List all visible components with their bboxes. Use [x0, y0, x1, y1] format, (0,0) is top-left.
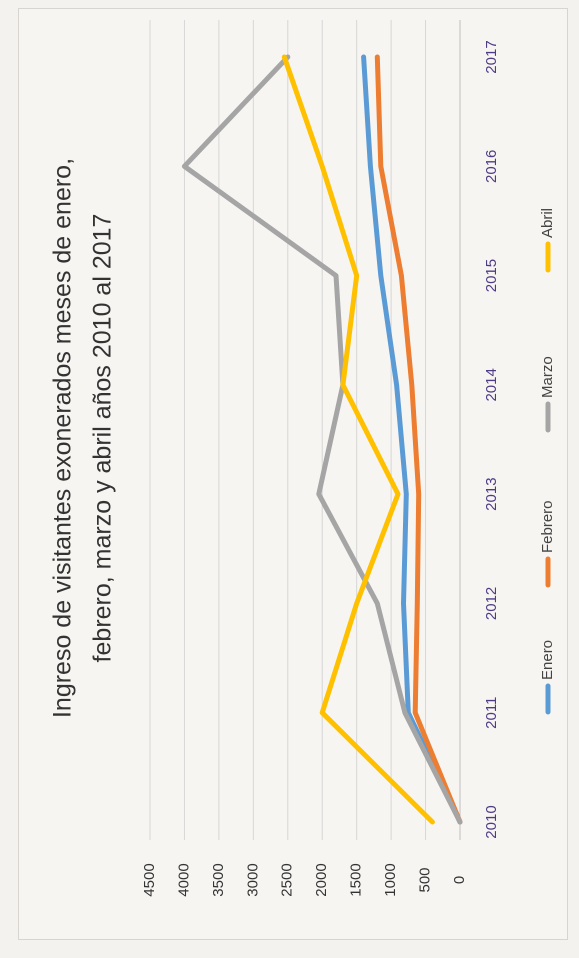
- data-point-febrero-2017: [375, 54, 380, 60]
- y-tick-label-2500: 2500: [279, 863, 296, 896]
- x-axis-ticks: 2010 2011 2012 2013 2014 2015 2016 2017: [483, 40, 500, 838]
- legend: Enero Febrero Marzo Abril: [539, 208, 556, 715]
- chart-frame: [18, 8, 568, 940]
- y-tick-label-1000: 1000: [382, 863, 399, 896]
- x-tick-label-2015: 2015: [483, 259, 500, 292]
- y-tick-label-4000: 4000: [175, 863, 192, 896]
- series-lines: [181, 54, 463, 825]
- data-point-febrero-2014: [409, 382, 414, 388]
- data-point-abril-2016: [320, 164, 325, 169]
- data-point-enero-2013: [404, 491, 409, 497]
- y-tick-label-1500: 1500: [348, 863, 365, 896]
- data-point-enero-2016: [368, 164, 373, 169]
- chart-title-line-1: Ingreso de visitantes exonerados meses d…: [49, 158, 77, 718]
- data-point-enero-2014: [394, 382, 399, 388]
- chart-title-line-2: febrero, marzo y abril años 2010 al 2017: [89, 214, 117, 663]
- data-point-enero-2017: [361, 54, 366, 60]
- gridlines: [149, 20, 461, 840]
- data-point-febrero-2016: [378, 164, 383, 169]
- data-point-marzo-2012: [375, 601, 380, 606]
- x-tick-label-2016: 2016: [483, 150, 500, 183]
- legend-label-febrero: Febrero: [539, 500, 556, 553]
- y-tick-label-3500: 3500: [210, 863, 227, 896]
- data-point-marzo-2016: [182, 164, 187, 169]
- legend-label-marzo: Marzo: [539, 356, 556, 398]
- x-tick-label-2011: 2011: [483, 697, 500, 729]
- x-tick-label-2017: 2017: [483, 40, 500, 73]
- data-point-marzo-2015: [333, 273, 339, 278]
- data-point-febrero-2012: [415, 601, 420, 606]
- y-tick-label-2000: 2000: [313, 863, 330, 896]
- y-tick-label-3000: 3000: [244, 863, 261, 896]
- x-tick-label-2010: 2010: [483, 805, 500, 838]
- y-axis-ticks: 0 500 1000 1500 2000 2500 3000 3500 4000 4500: [141, 863, 468, 896]
- data-point-enero-2012: [401, 601, 406, 606]
- data-point-marzo-2011: [402, 710, 408, 715]
- data-point-marzo-2010: [457, 819, 463, 825]
- x-tick-label-2013: 2013: [483, 477, 500, 510]
- data-point-abril-2012: [354, 601, 359, 606]
- legend-label-abril: Abril: [539, 208, 556, 238]
- data-point-abril-2010: [430, 819, 435, 825]
- x-tick-label-2014: 2014: [483, 368, 500, 401]
- data-point-marzo-2013: [316, 491, 321, 497]
- series-line-marzo: [181, 54, 463, 825]
- data-point-abril-2017: [282, 54, 287, 60]
- series-line-abril: [281, 54, 435, 825]
- series-line-enero: [361, 54, 463, 825]
- data-point-abril-2011: [320, 710, 325, 715]
- data-point-febrero-2013: [416, 491, 421, 497]
- data-point-abril-2014: [340, 382, 346, 388]
- y-tick-label-0: 0: [451, 876, 468, 884]
- data-point-abril-2013: [395, 491, 401, 497]
- legend-label-enero: Enero: [539, 640, 556, 680]
- data-point-febrero-2015: [399, 273, 404, 278]
- y-tick-label-500: 500: [417, 867, 434, 892]
- x-tick-label-2012: 2012: [483, 587, 500, 620]
- series-line-febrero: [374, 54, 463, 825]
- y-tick-label-4500: 4500: [141, 863, 158, 896]
- data-point-enero-2015: [378, 273, 383, 278]
- chart-title: Ingreso de visitantes exonerados meses d…: [49, 158, 117, 718]
- data-point-febrero-2011: [413, 710, 418, 715]
- data-point-abril-2015: [354, 273, 359, 278]
